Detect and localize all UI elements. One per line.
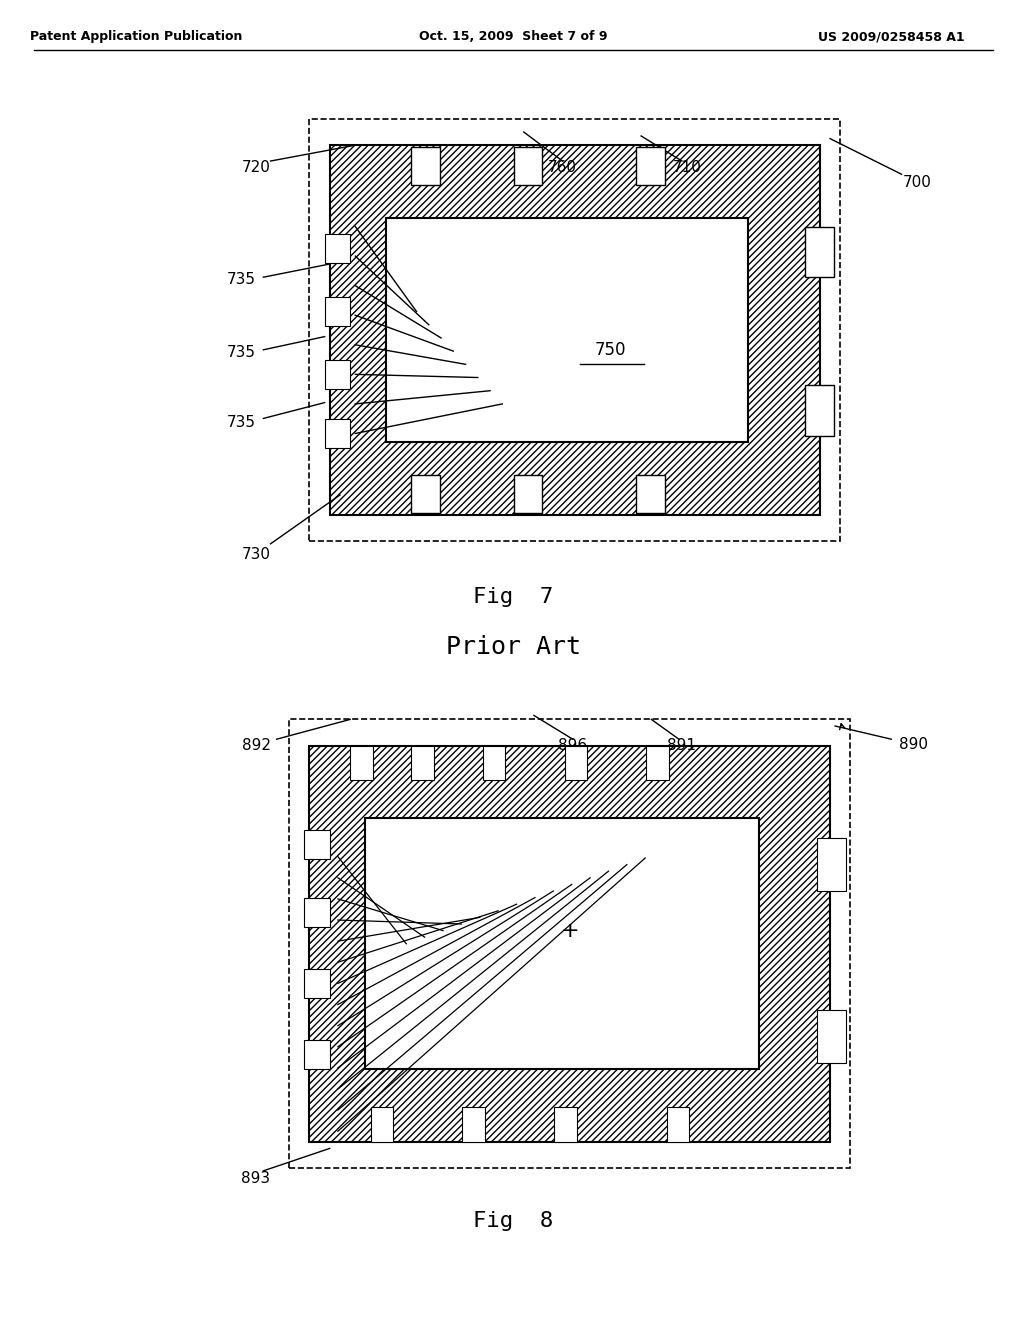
- Polygon shape: [513, 147, 542, 185]
- Text: 893: 893: [241, 1171, 269, 1187]
- Polygon shape: [636, 147, 665, 185]
- Polygon shape: [805, 385, 835, 436]
- Text: Fig  8: Fig 8: [473, 1210, 554, 1232]
- Text: 710: 710: [673, 160, 701, 176]
- Polygon shape: [513, 475, 542, 513]
- Text: 750: 750: [595, 341, 627, 359]
- Polygon shape: [330, 145, 820, 515]
- Polygon shape: [667, 1107, 689, 1142]
- Text: 735: 735: [226, 345, 255, 360]
- Polygon shape: [817, 1010, 847, 1063]
- Polygon shape: [304, 898, 330, 927]
- Text: Oct. 15, 2009  Sheet 7 of 9: Oct. 15, 2009 Sheet 7 of 9: [419, 30, 608, 44]
- Text: Fig  7: Fig 7: [473, 586, 554, 607]
- Text: Patent Application Publication: Patent Application Publication: [30, 30, 242, 44]
- Polygon shape: [805, 227, 835, 277]
- Polygon shape: [554, 1107, 577, 1142]
- Polygon shape: [646, 746, 669, 780]
- Text: 735: 735: [226, 414, 255, 430]
- Polygon shape: [350, 746, 373, 780]
- Polygon shape: [463, 1107, 485, 1142]
- Polygon shape: [325, 418, 350, 447]
- Polygon shape: [309, 746, 830, 1142]
- Text: 891: 891: [668, 738, 696, 754]
- Text: +: +: [560, 920, 579, 941]
- Polygon shape: [366, 818, 759, 1069]
- Polygon shape: [636, 475, 665, 513]
- Polygon shape: [325, 360, 350, 389]
- Text: 760: 760: [548, 160, 577, 176]
- Text: 700: 700: [902, 174, 931, 190]
- Polygon shape: [371, 1107, 393, 1142]
- Polygon shape: [412, 147, 440, 185]
- Text: 896: 896: [558, 738, 588, 754]
- Polygon shape: [304, 1040, 330, 1069]
- Text: 730: 730: [242, 546, 270, 562]
- Polygon shape: [412, 475, 440, 513]
- Text: 892: 892: [242, 738, 270, 754]
- Polygon shape: [564, 746, 587, 780]
- Polygon shape: [325, 297, 350, 326]
- Text: 720: 720: [242, 160, 270, 176]
- Polygon shape: [386, 218, 749, 442]
- Polygon shape: [304, 830, 330, 859]
- Polygon shape: [412, 746, 434, 780]
- Polygon shape: [483, 746, 505, 780]
- Text: US 2009/0258458 A1: US 2009/0258458 A1: [818, 30, 965, 44]
- Polygon shape: [304, 969, 330, 998]
- Polygon shape: [817, 838, 847, 891]
- Text: Prior Art: Prior Art: [446, 635, 581, 659]
- Text: 735: 735: [226, 272, 255, 288]
- Polygon shape: [325, 234, 350, 263]
- Text: 890: 890: [899, 737, 928, 752]
